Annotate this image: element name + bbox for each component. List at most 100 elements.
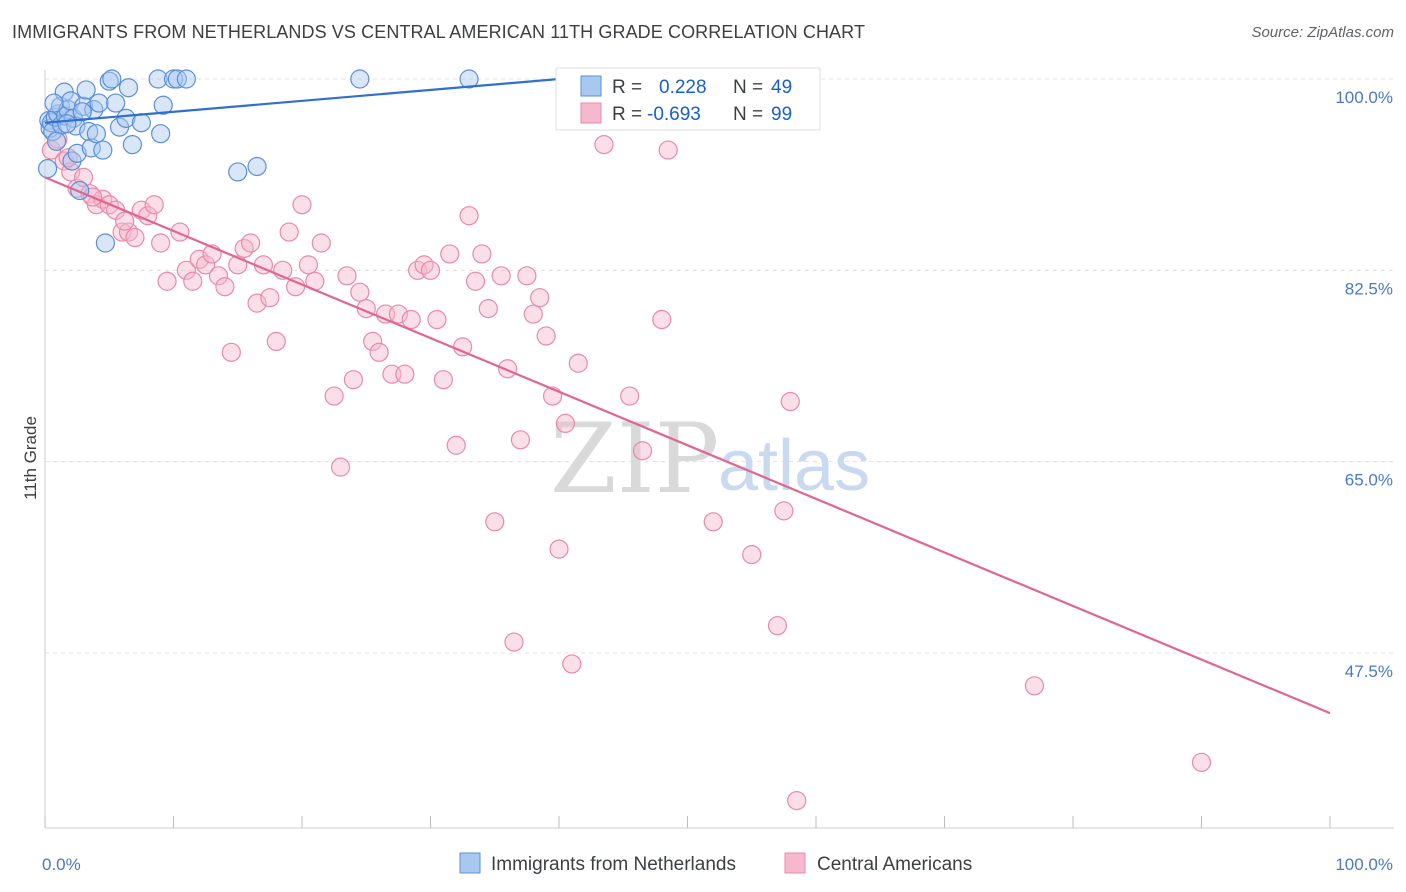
bottom-legend-pink-label: Central Americans: [817, 854, 972, 875]
y-tick-label-2: 65.0%: [1345, 471, 1393, 490]
central-american-point-90: [787, 790, 807, 811]
central-american-point-88: [774, 501, 794, 521]
central-american-point-46: [350, 282, 370, 302]
netherlands-point-45: [46, 131, 67, 151]
chart-title: IMMIGRANTS FROM NETHERLANDS VS CENTRAL A…: [12, 22, 866, 42]
netherlands-point-32: [122, 135, 142, 155]
central-american-point-74: [536, 326, 556, 346]
bottom-legend-swatch-blue: [459, 852, 481, 874]
gridlines: [45, 78, 1394, 654]
central-american-point-13: [125, 227, 145, 248]
central-american-point-93: [504, 632, 524, 652]
central-american-point-70: [510, 430, 531, 450]
central-american-point-60: [440, 244, 460, 264]
central-american-point-38: [292, 195, 312, 215]
legend-swatch-pink: [580, 102, 602, 124]
central-american-point-77: [555, 413, 576, 433]
x-tick-label-min: 0.0%: [42, 855, 81, 874]
central-american-point-36: [279, 222, 299, 242]
central-american-point-83: [652, 309, 672, 330]
central-american-point-37: [285, 277, 306, 297]
netherlands-point-43: [459, 69, 479, 89]
series-legend: Immigrants from Netherlands Central Amer…: [459, 852, 972, 875]
stats-legend: R = 0.228 N = 49 R = -0.693 N = 99: [555, 67, 821, 131]
central-american-point-42: [324, 386, 344, 406]
central-american-point-68: [491, 266, 511, 286]
netherlands-point-16: [70, 180, 90, 201]
central-american-point-58: [427, 309, 447, 330]
central-american-point-94: [115, 211, 135, 231]
x-tick-labels: 0.0% 100.0%: [42, 855, 1393, 874]
central-american-point-41: [311, 233, 331, 253]
series-immigrants-netherlands: [37, 69, 479, 253]
netherlands-point-42: [350, 69, 370, 89]
netherlands-point-31: [118, 78, 139, 98]
legend-blue-n-label: N =: [733, 77, 763, 98]
netherlands-point-23: [89, 93, 109, 113]
netherlands-point-33: [131, 113, 151, 133]
central-american-point-65: [472, 244, 492, 264]
legend-pink-n-label: N =: [733, 104, 763, 125]
netherlands-point-18: [76, 80, 96, 100]
y-tick-label-1: 82.5%: [1345, 279, 1393, 298]
central-american-point-91: [1024, 676, 1045, 696]
netherlands-point-15: [67, 143, 87, 163]
central-american-point-48: [363, 331, 383, 351]
y-axis-label: 11th Grade: [21, 416, 40, 500]
netherlands-point-35: [151, 124, 171, 144]
netherlands-point-20: [81, 138, 101, 158]
central-american-point-20: [176, 260, 196, 280]
trend-lines: [44, 77, 1331, 715]
central-american-point-78: [562, 654, 582, 674]
netherlands-point-47: [72, 102, 92, 122]
netherlands-point-27: [102, 69, 122, 89]
y-tick-label-3: 47.5%: [1345, 662, 1393, 681]
central-american-point-26: [215, 277, 235, 297]
central-american-point-23: [196, 255, 216, 275]
central-american-point-21: [183, 271, 203, 291]
central-american-point-45: [343, 370, 363, 390]
legend-swatch-blue: [580, 75, 602, 97]
central-american-point-30: [241, 233, 261, 253]
central-american-point-71: [517, 266, 537, 286]
netherlands-point-25: [95, 233, 115, 253]
watermark-zip: ZIP: [550, 403, 719, 515]
netherlands-point-19: [79, 121, 99, 142]
x-tick-label-max: 100.0%: [1335, 855, 1393, 874]
netherlands-point-48: [44, 93, 64, 113]
netherlands-point-41: [247, 156, 267, 177]
central-american-point-72: [523, 304, 543, 324]
central-american-point-17: [151, 233, 171, 253]
central-american-point-39: [298, 255, 319, 275]
central-american-point-54: [401, 309, 421, 330]
central-american-point-49: [369, 342, 389, 362]
y-tick-label-0: 100.0%: [1335, 88, 1393, 107]
central-american-point-43: [330, 457, 351, 477]
bottom-legend-blue-label: Immigrants from Netherlands: [491, 854, 736, 875]
central-american-point-76: [549, 539, 569, 559]
central-american-point-79: [568, 353, 588, 373]
central-american-point-52: [388, 304, 408, 324]
central-american-point-85: [703, 512, 723, 532]
central-american-point-25: [208, 266, 229, 286]
netherlands-point-24: [93, 140, 113, 160]
central-american-point-57: [420, 260, 441, 280]
legend-pink-n-value: 99: [771, 104, 792, 125]
legend-blue-r-label: R =: [612, 77, 642, 98]
central-american-point-63: [459, 206, 479, 226]
central-american-point-31: [247, 293, 267, 313]
watermark: ZIP atlas: [550, 403, 870, 515]
netherlands-trend-line: [44, 77, 560, 124]
netherlands-point-36: [153, 95, 173, 115]
netherlands-point-26: [99, 71, 119, 91]
central-american-point-86: [742, 544, 762, 565]
legend-blue-n-value: 49: [771, 77, 792, 98]
central-american-point-80: [594, 135, 614, 155]
watermark-atlas: atlas: [718, 426, 870, 506]
central-american-point-92: [1191, 752, 1212, 772]
netherlands-point-34: [148, 69, 168, 89]
netherlands-point-28: [106, 93, 126, 113]
bottom-legend-swatch-pink: [784, 852, 806, 874]
central-american-trend-line: [44, 176, 1331, 715]
